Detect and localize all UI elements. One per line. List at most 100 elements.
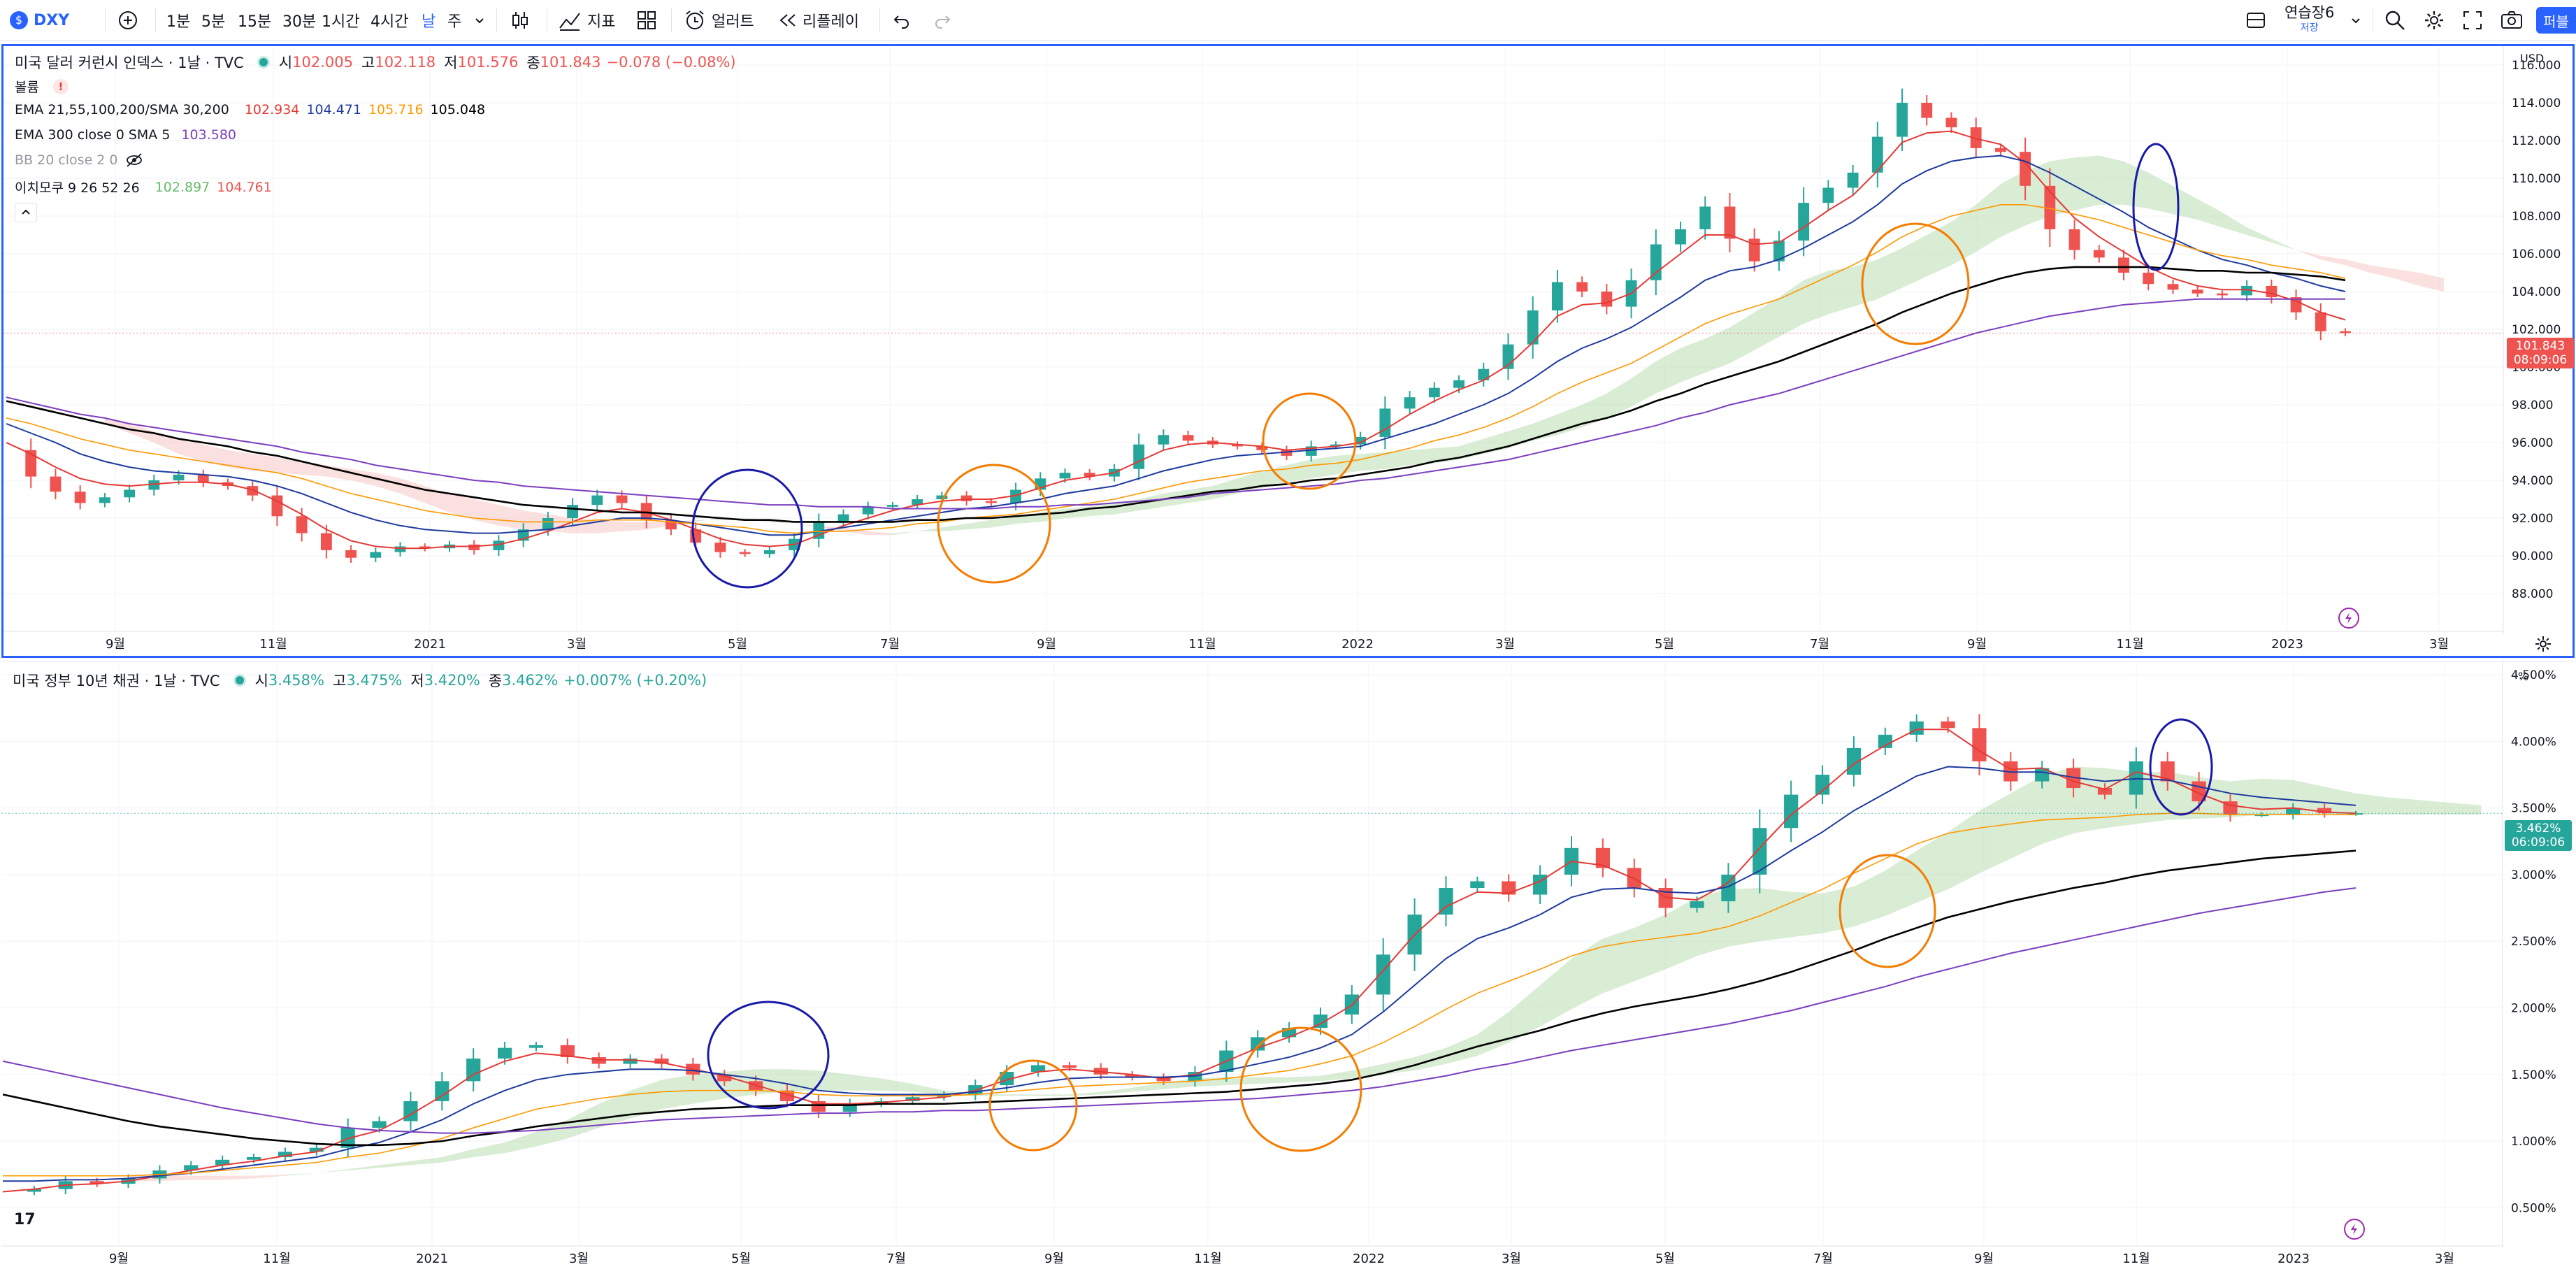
redo-button[interactable] bbox=[933, 0, 952, 41]
ichimoku-cloud-segment bbox=[621, 522, 647, 531]
us10y-events-button[interactable] bbox=[2344, 1219, 2365, 1240]
candle-body bbox=[623, 1058, 638, 1064]
ichimoku-cloud-segment bbox=[1885, 850, 1917, 917]
replay-label: 리플레이 bbox=[803, 13, 859, 31]
candle-body bbox=[1721, 874, 1736, 902]
chevron-down-icon bbox=[475, 18, 484, 24]
publish-button[interactable]: 퍼블 bbox=[2536, 7, 2576, 34]
interval-button-7[interactable]: 주 bbox=[447, 13, 462, 31]
candle-body bbox=[1972, 728, 1987, 761]
us10y-chart-pane[interactable]: 4.500% 4.000% 3.500% 3.000% 2.500% 2.000% 1.50… bbox=[1, 661, 2575, 1275]
candle-body bbox=[1552, 282, 1563, 310]
x-tick-label: 9월 bbox=[1044, 1252, 1064, 1266]
ichimoku-legend[interactable]: 이치모쿠 9 26 52 26 102.897 104.761 bbox=[15, 178, 272, 196]
snapshot-button[interactable] bbox=[2500, 0, 2524, 41]
candle-body bbox=[654, 1058, 669, 1064]
ichimoku-cloud-segment bbox=[1729, 312, 1755, 364]
candle-body bbox=[372, 1121, 387, 1128]
us10y-chart[interactable]: 4.500% 4.000% 3.500% 3.000% 2.500% 2.000% 1.50… bbox=[1, 661, 2575, 1274]
ichimoku-cloud-segment bbox=[2124, 161, 2149, 209]
layout-menu-button[interactable] bbox=[2349, 0, 2363, 41]
alerts-button[interactable]: 얼러트 bbox=[684, 0, 754, 41]
interval-button-2[interactable]: 15분 bbox=[238, 13, 272, 31]
interval-button-1[interactable]: 5분 bbox=[201, 13, 226, 31]
interval-button-5[interactable]: 4시간 bbox=[370, 13, 409, 31]
ichimoku-cloud-segment bbox=[769, 519, 795, 524]
interval-button-0[interactable]: 1분 bbox=[166, 13, 191, 31]
candle-body bbox=[567, 505, 579, 518]
eye-hidden-icon[interactable] bbox=[125, 152, 143, 168]
redo-icon bbox=[935, 15, 951, 29]
high-value: 102.118 bbox=[375, 54, 436, 71]
candle-body bbox=[2020, 152, 2031, 186]
ichimoku-cloud-segment bbox=[2000, 171, 2026, 237]
x-tick-label: 5월 bbox=[728, 637, 747, 652]
ichimoku-cloud-segment bbox=[1409, 448, 1434, 466]
ema300-legend[interactable]: EMA 300 close 0 SMA 5 103.580 bbox=[15, 127, 236, 143]
candle-body bbox=[1847, 172, 1859, 188]
x-tick-label: 7월 bbox=[880, 637, 900, 652]
ichimoku-cloud-segment bbox=[1976, 184, 2001, 252]
candle-body bbox=[2254, 815, 2269, 817]
ema-legend[interactable]: EMA 21,55,100,200/SMA 30,200 102.934 104… bbox=[15, 102, 485, 117]
candle-body bbox=[912, 499, 923, 506]
y-tick-label: 88.000 bbox=[2512, 587, 2553, 601]
dxy-events-button[interactable] bbox=[2338, 608, 2359, 629]
dxy-chart[interactable]: 116.000 114.000 112.000 110.000 108.000 106.0… bbox=[3, 46, 2573, 656]
ichimoku-cloud-segment bbox=[2025, 161, 2050, 226]
search-button[interactable] bbox=[2384, 0, 2406, 41]
settings-button[interactable] bbox=[2423, 0, 2445, 41]
tradingview-logo[interactable]: 17 bbox=[14, 1211, 36, 1228]
layout-name-button[interactable]: 연습장6 저장 bbox=[2284, 0, 2334, 41]
indicators-icon bbox=[559, 13, 580, 31]
candle-body bbox=[2241, 285, 2253, 296]
collapse-legend-button[interactable] bbox=[15, 203, 37, 222]
candle-body bbox=[739, 552, 751, 554]
candle-body bbox=[1878, 734, 1892, 748]
x-tick-label: 9월 bbox=[1037, 637, 1056, 652]
ichimoku-cloud-segment bbox=[1828, 266, 1853, 315]
currency-label[interactable]: USD bbox=[2520, 52, 2545, 65]
y-tick-label: 90.000 bbox=[2512, 550, 2553, 564]
indicators-button[interactable]: 지표 bbox=[558, 0, 615, 41]
ichimoku-cloud-segment bbox=[598, 1090, 631, 1128]
fullscreen-button[interactable] bbox=[2462, 0, 2483, 41]
candle-body bbox=[2093, 250, 2105, 258]
close-label: 종 bbox=[526, 55, 540, 71]
axis-settings-button[interactable] bbox=[2534, 635, 2552, 656]
gear-icon bbox=[2535, 636, 2551, 652]
dxy-title[interactable]: 미국 달러 커런시 인덱스 · 1날 · TVC bbox=[15, 55, 244, 71]
volume-legend[interactable]: 볼륨 ! bbox=[15, 77, 69, 96]
us10y-title[interactable]: 미국 정부 10년 채권 · 1날 · TVC bbox=[13, 673, 220, 689]
x-tick-label: 3월 bbox=[567, 637, 587, 652]
candle-body bbox=[1970, 127, 1982, 148]
ichimoku-cloud-segment bbox=[2345, 259, 2370, 273]
bb-legend[interactable]: BB 20 close 2 0 bbox=[15, 152, 143, 168]
candle-body bbox=[25, 450, 37, 477]
layouts-button[interactable] bbox=[636, 0, 657, 41]
interval-button-4[interactable]: 1시간 bbox=[322, 13, 360, 31]
candle-body bbox=[184, 1165, 199, 1171]
chart-type-button[interactable] bbox=[509, 0, 531, 41]
ema100-value: 105.716 bbox=[368, 102, 424, 117]
low-value: 101.576 bbox=[457, 54, 519, 71]
compare-button[interactable] bbox=[116, 0, 140, 41]
ichimoku-cloud-segment bbox=[203, 444, 228, 468]
candle-body bbox=[2315, 312, 2326, 331]
interval-button-3[interactable]: 30분 bbox=[282, 13, 317, 31]
candle-body bbox=[1030, 1065, 1046, 1073]
dxy-chart-pane[interactable]: 116.000 114.000 112.000 110.000 108.000 106.0… bbox=[1, 44, 2575, 658]
undo-button[interactable] bbox=[892, 0, 912, 41]
candle-body bbox=[247, 486, 259, 496]
candle-body bbox=[960, 495, 972, 501]
ichimoku-cloud-segment bbox=[696, 518, 721, 522]
interval-button-6[interactable]: 날 bbox=[422, 13, 436, 31]
candle-body bbox=[246, 1156, 261, 1160]
interval-dropdown[interactable] bbox=[473, 0, 487, 41]
layout-toggle-button[interactable] bbox=[2245, 0, 2266, 41]
ichimoku-cloud-segment bbox=[917, 527, 942, 531]
replay-button[interactable]: 리플레이 bbox=[777, 0, 859, 41]
x-tick-label: 5월 bbox=[1655, 637, 1674, 652]
ichimoku-cloud-segment bbox=[646, 522, 671, 530]
symbol-search[interactable]: $ DXY bbox=[10, 0, 69, 41]
